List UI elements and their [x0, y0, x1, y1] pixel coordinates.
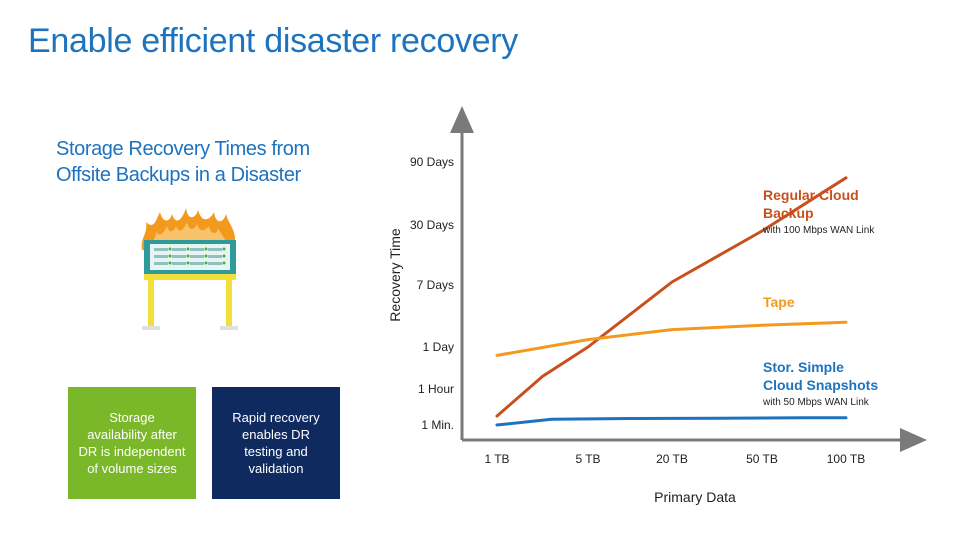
x-axis-title: Primary Data	[654, 489, 736, 505]
burning-server-rack-icon	[141, 208, 238, 330]
x-tick-label: 1 TB	[484, 452, 509, 466]
series-line-2	[495, 416, 848, 427]
x-tick-label: 20 TB	[656, 452, 688, 466]
y-tick-label: 1 Day	[423, 340, 454, 354]
y-tick-label: 90 Days	[410, 155, 454, 169]
series-subtitle-storsimple: with 50 Mbps WAN Link	[762, 397, 870, 408]
y-tick-label: 30 Days	[410, 218, 454, 232]
y-tick-label: 1 Hour	[418, 382, 454, 396]
series-label-tape: Tape	[763, 294, 795, 310]
x-tick-label: 100 TB	[827, 452, 865, 466]
series-label-regular-cloud-backup-line2: Backup	[763, 205, 814, 221]
info-box-rapid-recovery: Rapid recovery enables DR testing and va…	[212, 387, 340, 499]
slide-title: Enable efficient disaster recovery	[28, 22, 518, 60]
y-tick-label: 1 Min.	[421, 418, 454, 432]
x-tick-label: 50 TB	[746, 452, 778, 466]
series-subtitle-regular-cloud-backup: with 100 Mbps WAN Link	[762, 225, 875, 236]
info-box-storage-availability: Storage availability after DR is indepen…	[68, 387, 196, 499]
series-label-storsimple-line2: Cloud Snapshots	[763, 377, 878, 393]
series-label-regular-cloud-backup-line1: Regular Cloud	[763, 187, 859, 203]
series-line-1	[495, 320, 848, 357]
y-axis-title: Recovery Time	[387, 228, 403, 322]
series-line-0	[495, 176, 848, 418]
y-tick-label: 7 Days	[417, 278, 454, 292]
chart-subtitle: Storage Recovery Times from Offsite Back…	[56, 138, 310, 186]
series-label-storsimple-line1: Stor. Simple	[763, 359, 844, 375]
x-tick-label: 5 TB	[575, 452, 600, 466]
